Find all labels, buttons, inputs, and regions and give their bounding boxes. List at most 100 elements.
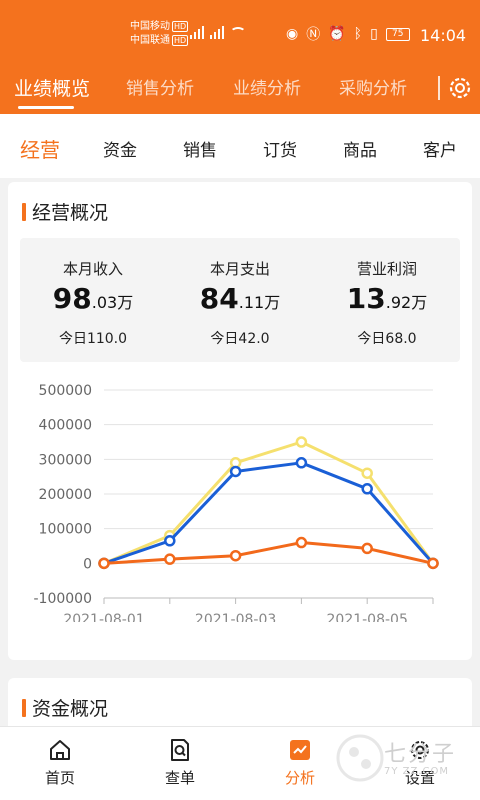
system-icons: ◉ Ⓝ ⏰ ᛒ ▯ 75 [286, 24, 410, 44]
metric-int: 84 [199, 282, 239, 315]
document-search-icon [171, 739, 189, 761]
subtab-orders[interactable]: 订货 [263, 141, 297, 161]
nav-settings[interactable]: 设置 [380, 737, 460, 788]
subtab-products[interactable]: 商品 [343, 141, 377, 161]
battery-icon: 75 [385, 27, 410, 41]
data-point [427, 557, 439, 570]
nav-label: 分析 [284, 769, 315, 787]
nav-analysis[interactable]: 分析 [260, 737, 340, 788]
data-point [164, 535, 176, 547]
nav-label: 查单 [164, 769, 195, 787]
watermark-subtext: 7Y ZZ.COM [384, 766, 450, 777]
metric-dec: .92 [385, 293, 412, 312]
data-point [229, 549, 242, 562]
metric-today: 今日42.0 [210, 331, 270, 347]
subtab-funds[interactable]: 资金 [103, 141, 137, 161]
data-point [295, 457, 308, 469]
nfc-icon: Ⓝ [306, 27, 321, 43]
metric-profit[interactable]: 营业利润 13.92万 今日68.0 [314, 238, 460, 362]
nav-label: 首页 [44, 769, 75, 787]
home-icon [50, 740, 70, 760]
clock: 14:04 [420, 26, 467, 45]
x-tick-label: 2021-08-01 [63, 612, 144, 622]
sub-tab-bar: 经营 资金 销售 订货 商品 客户 [0, 114, 480, 178]
metric-today: 今日110.0 [58, 331, 128, 347]
carrier-2: 中国联通 [130, 35, 170, 46]
x-tick-label: 2021-08-05 [327, 612, 408, 622]
metric-label: 本月支出 [209, 260, 270, 278]
series-line-2 [103, 541, 434, 565]
metric-expense[interactable]: 本月支出 84.11万 今日42.0 [167, 238, 313, 362]
y-tick-label: 200000 [39, 487, 92, 503]
data-point [164, 553, 176, 565]
metric-int: 13 [346, 282, 386, 315]
data-point [361, 483, 373, 495]
overview-line-chart[interactable]: 500000 400000 300000 200000 100000 0 -100000 20… [8, 372, 472, 622]
metric-value: 98.03万 [20, 282, 166, 315]
data-point [98, 557, 110, 570]
y-tick-label: -100000 [34, 591, 93, 607]
hd-badge-1: HD [172, 21, 189, 32]
carrier-info: 中国移动 HD 中国联通 HD [130, 20, 189, 48]
signal-2-icon [210, 26, 224, 39]
metric-label: 本月收入 [62, 260, 123, 278]
active-tab-indicator [18, 106, 74, 109]
gear-icon [411, 741, 429, 759]
subtab-operations[interactable]: 经营 [20, 138, 60, 162]
signal-icons [190, 26, 246, 39]
metric-today: 今日68.0 [357, 331, 417, 347]
summary-panel: 本月收入 98.03万 今日110.0 本月支出 84.11万 今日42.0 营… [20, 238, 460, 362]
nav-label: 设置 [404, 769, 435, 787]
data-point [295, 536, 308, 549]
nav-home[interactable]: 首页 [20, 737, 100, 788]
nav-query[interactable]: 查单 [140, 737, 220, 788]
metric-value: 13.92万 [314, 282, 460, 315]
section-title: 资金概况 [22, 694, 108, 721]
metric-unit: 万 [117, 293, 134, 312]
y-tick-label: 500000 [39, 383, 92, 399]
tab-purchase-analysis[interactable]: 采购分析 [339, 79, 407, 99]
x-tick-label: 2021-08-03 [195, 612, 276, 622]
tab-sales-analysis[interactable]: 销售分析 [126, 79, 194, 99]
tab-divider [438, 76, 440, 100]
data-point [295, 436, 308, 448]
subtab-customers[interactable]: 客户 [423, 141, 457, 161]
metric-unit: 万 [264, 293, 281, 312]
business-overview-card: 经营概况 本月收入 98.03万 今日110.0 本月支出 84.11万 今日4… [8, 182, 472, 660]
metric-label: 营业利润 [356, 260, 417, 278]
y-tick-label: 400000 [39, 418, 92, 434]
bluetooth-icon: ᛒ [353, 26, 363, 42]
tab-performance-overview[interactable]: 业绩概览 [14, 78, 91, 100]
alarm-icon: ⏰ [328, 26, 346, 42]
series-line-0 [103, 440, 435, 565]
chart-icon [290, 740, 310, 760]
settings-gear-icon[interactable] [446, 74, 474, 102]
hd-badge-2: HD [172, 35, 189, 46]
subtab-sales[interactable]: 销售 [183, 141, 217, 161]
metric-int: 98 [52, 282, 92, 315]
metric-unit: 万 [411, 293, 428, 312]
wifi-icon [230, 27, 246, 39]
data-point [361, 467, 373, 479]
series-line-1 [103, 461, 435, 565]
eye-icon: ◉ [286, 26, 299, 42]
watermark-logo-icon [336, 734, 384, 782]
metric-value: 84.11万 [167, 282, 313, 315]
signal-1-icon [190, 26, 204, 39]
metric-dec: .11 [238, 293, 265, 312]
watermark-text: 七分子 [384, 742, 457, 767]
carrier-1: 中国移动 [130, 21, 170, 32]
y-tick-label: 100000 [39, 522, 92, 538]
y-tick-label: 300000 [39, 452, 92, 468]
tab-performance-analysis[interactable]: 业绩分析 [233, 79, 301, 99]
bottom-nav: 首页 查单 分析 设置 [0, 726, 480, 800]
data-point [361, 542, 373, 555]
vibrate-icon: ▯ [370, 26, 378, 42]
data-point [229, 465, 242, 478]
section-title: 经营概况 [22, 198, 108, 225]
metric-income[interactable]: 本月收入 98.03万 今日110.0 [20, 238, 166, 362]
metric-dec: .03 [91, 293, 118, 312]
y-tick-label: 0 [83, 556, 92, 572]
top-tab-bar: 业绩概览 销售分析 业绩分析 采购分析 [0, 68, 480, 114]
status-bar: 中国移动 HD 中国联通 HD ◉ Ⓝ ⏰ ᛒ ▯ 75 14:04 [0, 0, 480, 68]
